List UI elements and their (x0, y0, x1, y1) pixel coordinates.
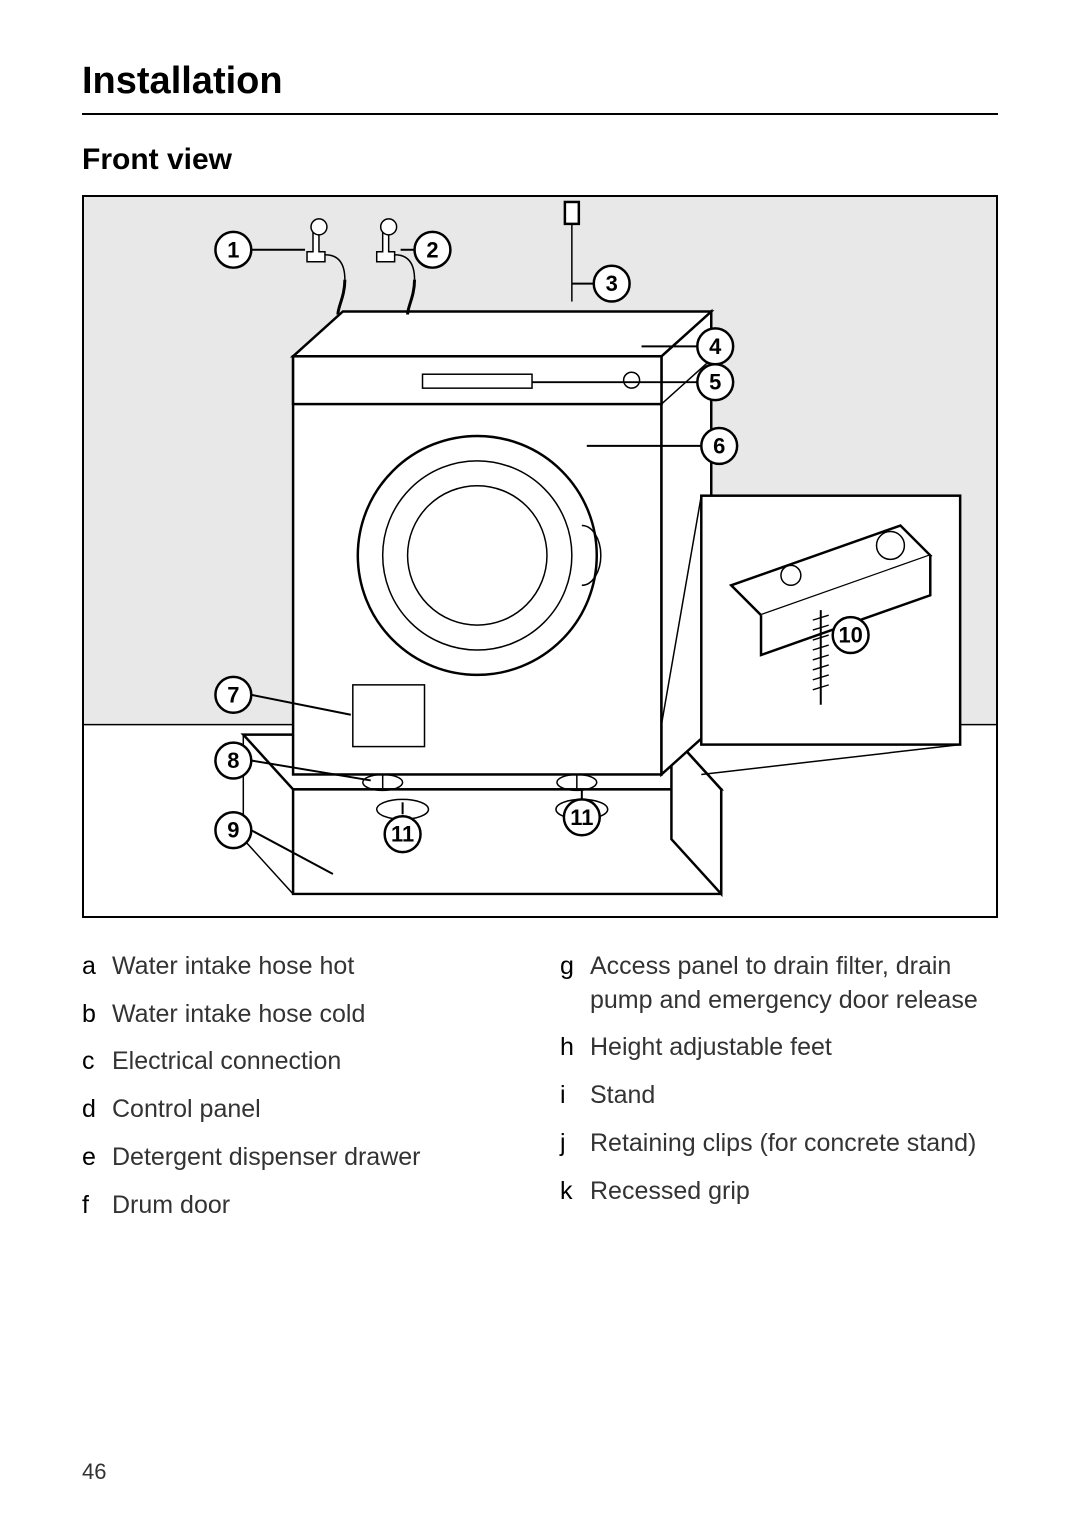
legend-row: iStand (560, 1079, 998, 1113)
legend-row: bWater intake hose cold (82, 998, 520, 1032)
legend-label: b (82, 998, 112, 1032)
legend-row: eDetergent dispenser drawer (82, 1141, 520, 1175)
diagram-container: 1 2 3 4 5 6 10 7 8 9 (82, 195, 998, 918)
legend-text: Access panel to drain filter, drain pump… (590, 950, 998, 1018)
legend-row: cElectrical connection (82, 1045, 520, 1079)
legend-label: g (560, 950, 590, 984)
legend-row: jRetaining clips (for concrete stand) (560, 1127, 998, 1161)
callout-7: 7 (227, 682, 239, 707)
legend-columns: aWater intake hose hotbWater intake hose… (82, 950, 998, 1237)
legend-label: k (560, 1175, 590, 1209)
legend-label: a (82, 950, 112, 984)
legend-row: fDrum door (82, 1189, 520, 1223)
legend-row: gAccess panel to drain filter, drain pum… (560, 950, 998, 1018)
front-view-diagram: 1 2 3 4 5 6 10 7 8 9 (84, 197, 996, 916)
legend-text: Recessed grip (590, 1175, 998, 1209)
legend-text: Height adjustable feet (590, 1031, 998, 1065)
legend-label: e (82, 1141, 112, 1175)
callout-8: 8 (227, 748, 239, 773)
legend-left-column: aWater intake hose hotbWater intake hose… (82, 950, 520, 1237)
callout-5: 5 (709, 370, 721, 395)
page-number: 46 (82, 1459, 106, 1485)
callout-6: 6 (713, 433, 725, 458)
legend-text: Retaining clips (for concrete stand) (590, 1127, 998, 1161)
callout-11b: 11 (570, 805, 593, 830)
callout-3: 3 (606, 271, 618, 296)
legend-text: Detergent dispenser drawer (112, 1141, 520, 1175)
callout-10: 10 (838, 623, 862, 648)
legend-label: i (560, 1079, 590, 1113)
legend-text: Water intake hose cold (112, 998, 520, 1032)
legend-row: hHeight adjustable feet (560, 1031, 998, 1065)
callout-2: 2 (426, 237, 438, 262)
legend-text: Stand (590, 1079, 998, 1113)
legend-row: kRecessed grip (560, 1175, 998, 1209)
subtitle-front-view: Front view (82, 143, 998, 177)
page-title: Installation (82, 60, 998, 115)
callout-11a: 11 (391, 822, 414, 847)
legend-right-column: gAccess panel to drain filter, drain pum… (560, 950, 998, 1237)
legend-label: c (82, 1045, 112, 1079)
legend-label: f (82, 1189, 112, 1223)
legend-text: Control panel (112, 1093, 520, 1127)
legend-text: Electrical connection (112, 1045, 520, 1079)
legend-text: Drum door (112, 1189, 520, 1223)
legend-label: j (560, 1127, 590, 1161)
legend-row: dControl panel (82, 1093, 520, 1127)
callout-9: 9 (227, 818, 239, 843)
callout-4: 4 (709, 334, 722, 359)
legend-label: h (560, 1031, 590, 1065)
legend-text: Water intake hose hot (112, 950, 520, 984)
legend-label: d (82, 1093, 112, 1127)
callout-1: 1 (227, 237, 239, 262)
legend-row: aWater intake hose hot (82, 950, 520, 984)
